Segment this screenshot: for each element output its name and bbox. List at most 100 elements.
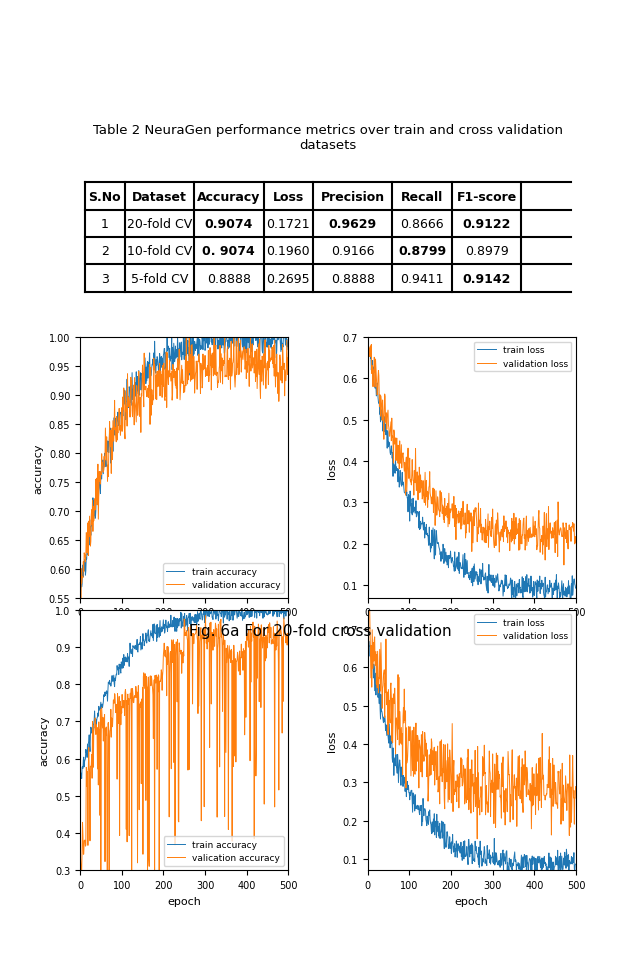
Text: 5-fold CV: 5-fold CV xyxy=(131,272,188,286)
train loss xyxy=(464,568,472,580)
Text: 2: 2 xyxy=(101,245,109,258)
validation loss xyxy=(534,804,542,816)
train accuracy xyxy=(76,588,84,600)
validation loss xyxy=(476,520,484,532)
Y-axis label: loss: loss xyxy=(327,730,337,751)
train loss xyxy=(463,848,470,860)
train loss xyxy=(364,620,371,632)
validation loss xyxy=(464,794,472,806)
train accuracy xyxy=(284,344,292,356)
valication accuracy xyxy=(76,853,84,865)
Text: Table 2 NeuraGen performance metrics over train and cross validation
datasets: Table 2 NeuraGen performance metrics ove… xyxy=(93,123,563,152)
Y-axis label: loss: loss xyxy=(327,457,337,478)
train accuracy xyxy=(189,332,197,343)
validation loss xyxy=(464,517,472,529)
Text: S.No: S.No xyxy=(88,191,121,204)
train accuracy xyxy=(201,333,209,344)
Text: Dataset: Dataset xyxy=(132,191,187,204)
Text: 0.9629: 0.9629 xyxy=(329,218,377,231)
train loss xyxy=(463,568,470,580)
validation loss xyxy=(463,527,470,539)
train loss xyxy=(567,596,575,607)
train accuracy xyxy=(77,590,84,601)
valication accuracy xyxy=(280,612,287,624)
validation accuracy xyxy=(280,361,287,373)
Text: 0.8888: 0.8888 xyxy=(331,272,375,286)
valication accuracy xyxy=(78,865,86,876)
validation loss xyxy=(572,780,579,792)
train accuracy xyxy=(284,604,292,616)
Line: validation loss: validation loss xyxy=(367,610,575,839)
train loss xyxy=(488,852,495,864)
train accuracy xyxy=(200,607,208,619)
validation accuracy xyxy=(284,353,292,365)
Text: Precision: Precision xyxy=(321,191,385,204)
Line: train loss: train loss xyxy=(367,626,575,870)
X-axis label: epoch: epoch xyxy=(455,623,489,633)
train loss xyxy=(504,865,511,876)
train loss xyxy=(534,857,542,868)
Text: 0.9074: 0.9074 xyxy=(205,218,253,231)
train loss xyxy=(476,564,484,576)
train loss xyxy=(476,835,484,847)
validation loss xyxy=(463,797,470,809)
validation accuracy xyxy=(182,332,190,343)
Text: 1: 1 xyxy=(101,218,109,231)
Text: 0.8666: 0.8666 xyxy=(401,218,444,231)
train loss xyxy=(534,586,542,598)
train loss xyxy=(488,577,495,589)
Text: F1-score: F1-score xyxy=(456,191,517,204)
train accuracy xyxy=(76,775,84,786)
validation loss xyxy=(364,604,371,616)
Legend: train accuracy, validation accuracy: train accuracy, validation accuracy xyxy=(163,563,284,594)
train loss xyxy=(364,332,371,343)
Text: 0.8799: 0.8799 xyxy=(398,245,446,258)
valication accuracy xyxy=(248,628,255,640)
validation loss xyxy=(488,775,495,786)
Text: 0.9142: 0.9142 xyxy=(463,272,511,286)
train accuracy xyxy=(177,340,185,352)
Text: 0.8979: 0.8979 xyxy=(465,245,509,258)
Text: 20-fold CV: 20-fold CV xyxy=(127,218,192,231)
validation loss xyxy=(534,526,542,538)
Line: train loss: train loss xyxy=(367,337,575,602)
valication accuracy xyxy=(189,632,196,644)
valication accuracy xyxy=(284,632,292,644)
validation loss xyxy=(477,790,484,802)
Line: train accuracy: train accuracy xyxy=(80,337,288,596)
Text: Loss: Loss xyxy=(273,191,304,204)
train accuracy xyxy=(280,332,287,343)
validation accuracy xyxy=(175,344,183,356)
Text: 3: 3 xyxy=(101,272,109,286)
Line: valication accuracy: valication accuracy xyxy=(80,616,288,870)
Text: 10-fold CV: 10-fold CV xyxy=(127,245,192,258)
validation accuracy xyxy=(201,364,209,376)
validation accuracy xyxy=(77,595,84,606)
train accuracy xyxy=(176,615,184,627)
Text: 0.2695: 0.2695 xyxy=(266,272,310,286)
train loss xyxy=(572,859,579,870)
validation accuracy xyxy=(177,386,184,398)
train accuracy xyxy=(163,332,171,343)
validation loss xyxy=(560,559,568,571)
X-axis label: epoch: epoch xyxy=(167,623,201,633)
valication accuracy xyxy=(175,638,183,649)
validation loss xyxy=(567,781,575,793)
Text: Fig. 6a For 20-fold cross validation: Fig. 6a For 20-fold cross validation xyxy=(189,623,451,639)
Text: 0.9166: 0.9166 xyxy=(331,245,374,258)
Text: 0.8888: 0.8888 xyxy=(207,272,251,286)
validation loss xyxy=(567,536,575,548)
valication accuracy xyxy=(200,801,208,813)
validation accuracy xyxy=(248,358,255,370)
Text: 0. 9074: 0. 9074 xyxy=(202,245,255,258)
Line: validation loss: validation loss xyxy=(367,337,575,565)
Legend: train loss, validation loss: train loss, validation loss xyxy=(474,342,572,372)
train accuracy xyxy=(175,621,182,633)
train loss xyxy=(567,858,575,869)
Text: Accuracy: Accuracy xyxy=(197,191,260,204)
train accuracy xyxy=(197,604,205,616)
Line: train accuracy: train accuracy xyxy=(80,610,288,780)
train loss xyxy=(464,853,472,865)
X-axis label: epoch: epoch xyxy=(167,896,201,906)
valication accuracy xyxy=(202,610,209,622)
